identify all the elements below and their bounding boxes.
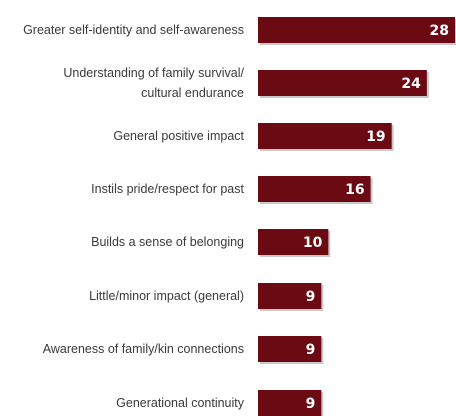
bar-value-label: 16 — [345, 182, 364, 198]
category-label: Awareness of family/kin connections — [43, 342, 244, 356]
bar — [258, 336, 322, 362]
bar — [258, 123, 392, 149]
bar — [258, 70, 427, 96]
bar-value-label: 10 — [303, 235, 323, 251]
category-label: Understanding of family survival/ — [63, 66, 244, 80]
bar-value-label: 19 — [366, 129, 385, 145]
bar — [258, 283, 322, 309]
category-label: Generational continuity — [116, 396, 245, 410]
category-label: Builds a sense of belonging — [91, 235, 244, 249]
category-label: Little/minor impact (general) — [89, 289, 244, 303]
bar — [258, 176, 371, 202]
category-label: Instils pride/respect for past — [91, 182, 244, 196]
category-label: General positive impact — [113, 129, 244, 143]
bar-value-label: 28 — [430, 23, 449, 39]
bar-value-label: 9 — [306, 289, 316, 305]
bar — [258, 17, 455, 43]
bar-value-label: 24 — [401, 76, 421, 92]
category-label: cultural endurance — [141, 86, 244, 100]
bar — [258, 229, 329, 255]
bar-value-label: 9 — [306, 342, 316, 358]
category-label: Greater self-identity and self-awareness — [23, 23, 244, 37]
bar — [258, 390, 322, 416]
bar-value-label: 9 — [306, 396, 316, 412]
